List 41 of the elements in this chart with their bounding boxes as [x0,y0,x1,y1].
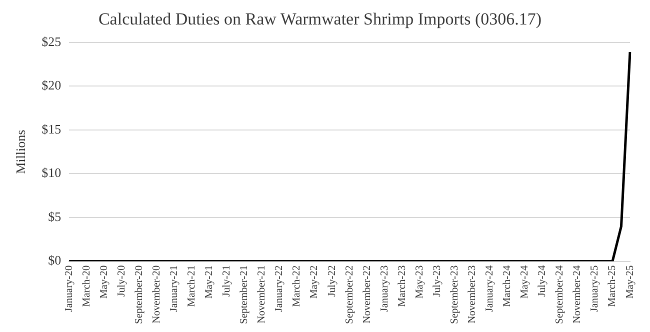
x-tick-label: May-21 [204,265,216,299]
y-tick-label: $25 [42,34,62,49]
x-tick-label: July-24 [537,264,548,297]
x-tick-label: May-20 [98,265,110,299]
x-tick-label: March-22 [292,265,303,307]
x-tick-label: January-23 [379,265,390,312]
x-tick-label: September-24 [554,264,566,324]
x-tick-label: November-20 [151,265,162,324]
y-tick-label: $10 [42,165,62,180]
x-tick-label: January-21 [169,265,180,312]
x-tick-label: July-23 [432,265,443,297]
x-tick-label: September-20 [134,265,145,324]
x-tick-label: January-22 [274,265,286,312]
x-tick-label: May-24 [520,264,531,299]
x-tick-label: November-23 [466,265,478,324]
x-tick-label: September-21 [239,265,250,324]
y-axis-title: Millions [13,130,28,174]
x-tick-label: March-25 [607,265,618,307]
x-tick-label: January-24 [484,264,496,312]
x-tick-label: March-20 [81,265,92,307]
x-tick-label: January-25 [590,265,601,312]
x-tick-label: September-23 [449,265,460,324]
chart-title: Calculated Duties on Raw Warmwater Shrimp Imports (0306.17) [98,10,542,29]
y-tick-label: $0 [48,252,62,268]
y-tick-label: $20 [42,78,62,93]
x-tick-label: July-21 [222,265,233,297]
x-tick-label: July-20 [116,265,128,297]
x-tick-label: November-22 [362,265,373,324]
x-tick-label: March-21 [186,265,198,307]
x-tick-label: September-22 [344,265,356,324]
x-tick-label: May-22 [309,265,320,299]
x-tick-label: January-20 [64,265,75,312]
x-tick-label: November-24 [572,264,584,324]
x-tick-label: July-22 [326,265,338,297]
x-tick-label: May-25 [624,265,636,299]
y-tick-label: $15 [42,121,62,136]
x-tick-label: November-21 [256,265,268,324]
y-tick-label: $5 [48,208,62,224]
x-tick-label: March-24 [502,264,514,307]
x-tick-label: May-23 [414,265,426,299]
x-tick-label: March-23 [396,265,408,307]
